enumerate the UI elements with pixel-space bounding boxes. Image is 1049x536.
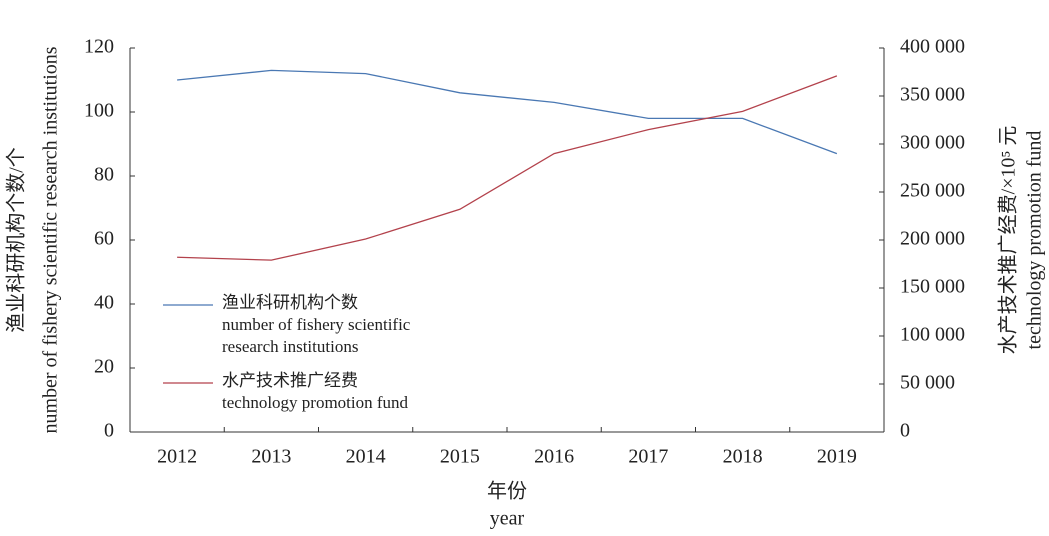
y-axis-title: 渔业科研机构个数/个 — [5, 147, 28, 333]
x-axis-title: 年份 — [487, 480, 527, 503]
y2-tick-label: 300 000 — [900, 132, 965, 154]
y2-tick-label: 400 000 — [900, 36, 965, 58]
x-tick-label: 2016 — [534, 446, 574, 468]
x-tick-label: 2019 — [817, 446, 857, 468]
x-tick-label: 2013 — [251, 446, 291, 468]
y2-tick-label: 250 000 — [900, 180, 965, 202]
legend-label: 渔业科研机构个数 number of fishery scientific re… — [222, 293, 411, 356]
y2-tick-label: 100 000 — [900, 324, 965, 346]
x-tick-label: 2017 — [628, 446, 668, 468]
x-tick-label: 2018 — [723, 446, 763, 468]
y2-tick-label: 50 000 — [900, 372, 955, 394]
series-line — [177, 69, 838, 155]
x-tick-label: 2015 — [440, 446, 480, 468]
y-tick-label: 0 — [104, 420, 114, 442]
y-tick-label: 100 — [84, 100, 114, 122]
y-tick-label: 80 — [94, 164, 114, 186]
y2-axis-title: 水产技术推广经费/×10⁵ 元 — [997, 126, 1020, 355]
y-axis-title: number of fishery scientific research in… — [40, 46, 62, 433]
y2-tick-label: 200 000 — [900, 228, 965, 250]
legend-label: 水产技术推广经费 technology promotion fund — [222, 371, 409, 412]
y2-tick-label: 150 000 — [900, 276, 965, 298]
y-tick-label: 120 — [84, 36, 114, 58]
x-tick-label: 2014 — [346, 446, 386, 468]
y2-tick-label: 0 — [900, 420, 910, 442]
x-axis-title: year — [490, 508, 525, 530]
y2-axis-title: technology promotion fund — [1024, 131, 1046, 350]
series-line — [177, 75, 838, 261]
y-tick-label: 20 — [94, 356, 114, 378]
x-tick-label: 2012 — [157, 446, 197, 468]
y-tick-label: 40 — [94, 292, 114, 314]
y2-tick-label: 350 000 — [900, 84, 965, 106]
y-tick-label: 60 — [94, 228, 114, 250]
